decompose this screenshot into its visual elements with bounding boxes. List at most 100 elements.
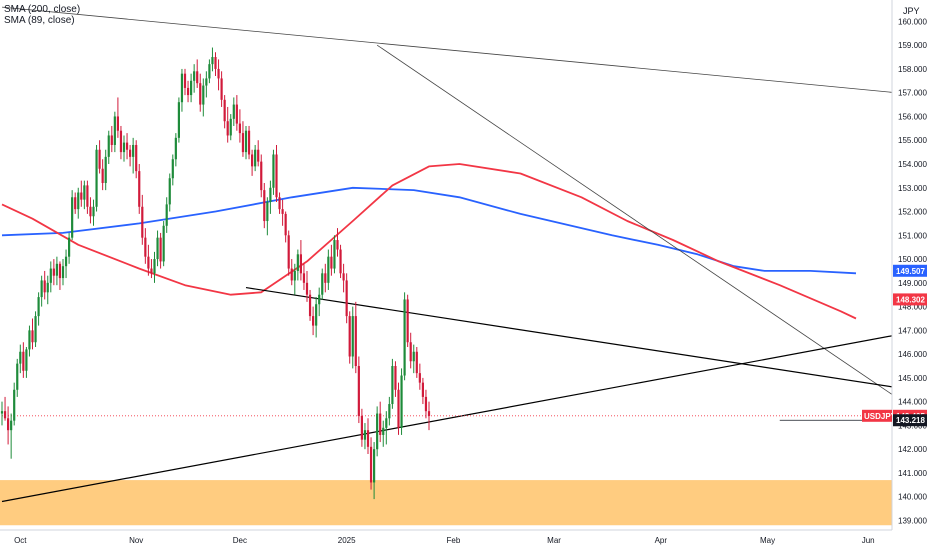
candle-body[interactable] [159,237,162,262]
candle-body[interactable] [403,299,406,376]
candle-body[interactable] [318,294,321,305]
candle-body[interactable] [110,135,113,145]
candle-body[interactable] [260,161,263,191]
candle-body[interactable] [385,418,388,428]
candle-body[interactable] [263,190,266,222]
candle-body[interactable] [171,159,174,179]
candle-body[interactable] [77,192,80,210]
candle-body[interactable] [138,171,141,207]
candle-body[interactable] [391,366,394,405]
candle-body[interactable] [211,57,214,65]
candle-body[interactable] [281,209,284,214]
candle-body[interactable] [287,235,290,269]
candle-body[interactable] [379,413,382,435]
candle-body[interactable] [7,418,10,431]
candle-body[interactable] [373,449,376,483]
candle-body[interactable] [0,411,4,414]
candle-body[interactable] [400,375,403,428]
candle-body[interactable] [348,316,351,357]
candle-body[interactable] [357,366,360,416]
candle-body[interactable] [229,118,232,136]
candle-body[interactable] [427,411,431,416]
candle-body[interactable] [150,268,153,274]
candle-body[interactable] [22,351,25,371]
candle-body[interactable] [302,273,306,283]
candle-body[interactable] [16,363,19,390]
candle-body[interactable] [293,270,296,281]
candle-body[interactable] [369,446,373,483]
candle-body[interactable] [86,185,89,207]
candle-body[interactable] [247,130,251,155]
candle-body[interactable] [49,268,52,283]
candle-body[interactable] [226,121,229,136]
candle-body[interactable] [174,137,177,160]
candle-body[interactable] [330,256,333,269]
candle-body[interactable] [257,149,260,162]
candle-body[interactable] [394,366,397,390]
candle-body[interactable] [165,204,168,226]
candle-body[interactable] [55,263,58,276]
candle-body[interactable] [144,237,147,257]
candle-body[interactable] [272,154,275,188]
candle-body[interactable] [217,68,220,79]
candle-body[interactable] [64,256,68,267]
candle-body[interactable] [351,316,354,357]
candle-body[interactable] [68,237,71,257]
candle-body[interactable] [58,263,62,279]
candle-body[interactable] [363,430,367,440]
candle-body[interactable] [28,330,31,350]
candle-body[interactable] [199,83,202,105]
candle-body[interactable] [25,349,28,371]
candle-body[interactable] [40,280,43,298]
candle-body[interactable] [141,206,144,238]
candle-body[interactable] [202,85,205,105]
candle-body[interactable] [388,404,391,419]
candle-body[interactable] [412,351,415,362]
candle-body[interactable] [354,316,357,367]
candle-body[interactable] [46,282,49,293]
candle-body[interactable] [251,154,254,167]
legend-sma89[interactable]: SMA (89, close) [4,15,75,26]
candle-body[interactable] [71,197,74,238]
candle-body[interactable] [406,299,409,343]
candle-body[interactable] [266,202,269,222]
candle-body[interactable] [61,266,65,279]
candle-body[interactable] [235,104,238,124]
candle-body[interactable] [220,78,223,100]
candle-body[interactable] [31,330,34,343]
candle-body[interactable] [360,415,363,440]
trendline-0[interactable] [1,6,896,94]
candle-body[interactable] [95,149,98,207]
candle-body[interactable] [299,254,302,274]
candle-body[interactable] [83,185,86,200]
candle-body[interactable] [153,259,156,274]
candle-body[interactable] [315,304,318,326]
candle-body[interactable] [98,149,101,169]
candle-body[interactable] [107,135,110,157]
candle-body[interactable] [278,197,281,210]
candle-body[interactable] [156,237,159,260]
candle-body[interactable] [37,297,40,317]
candle-body[interactable] [324,273,327,283]
candle-body[interactable] [92,206,95,217]
candle-body[interactable] [308,294,312,317]
candle-body[interactable] [208,64,211,79]
candle-body[interactable] [232,104,235,119]
candle-body[interactable] [101,168,104,184]
candle-body[interactable] [129,149,132,157]
candle-body[interactable] [168,178,171,205]
candle-body[interactable] [104,156,107,184]
candle-body[interactable] [116,116,119,131]
candle-body[interactable] [13,389,16,421]
candle-body[interactable] [327,256,330,283]
candle-body[interactable] [421,382,424,397]
candle-body[interactable] [122,142,126,153]
candle-body[interactable] [34,316,37,343]
candle-body[interactable] [424,396,428,412]
candle-body[interactable] [19,351,22,364]
candle-body[interactable] [135,144,138,172]
candle-body[interactable] [119,130,123,153]
candle-body[interactable] [333,240,336,269]
candle-body[interactable] [376,413,379,450]
